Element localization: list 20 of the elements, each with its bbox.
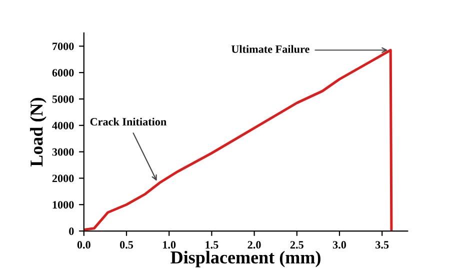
y-tick-label: 1000	[52, 201, 74, 209]
y-axis-title: Load (N)	[30, 98, 46, 167]
y-tick-label: 0	[69, 227, 74, 235]
y-tick-label: 2000	[52, 174, 74, 182]
y-tick-label: 4000	[52, 122, 74, 130]
x-tick-label: 0.5	[120, 241, 134, 249]
x-tick-label: 0.0	[77, 241, 90, 249]
y-tick-label: 3000	[52, 148, 74, 156]
x-tick-label: 1.5	[206, 241, 218, 249]
x-tick-label: 2.0	[248, 241, 261, 249]
y-tick-label: 7000	[52, 42, 74, 50]
x-axis-title: Displacement (mm)	[170, 250, 320, 268]
x-tick-label: 2.5	[290, 241, 304, 249]
x-tick-label: 1.0	[163, 241, 176, 249]
y-tick-label: 5000	[52, 95, 74, 103]
annotation: Ultimate Failure	[231, 45, 310, 53]
x-tick-label: 3.5	[376, 241, 389, 249]
y-tick-label: 6000	[52, 69, 74, 77]
annotation: Crack Initiation	[90, 118, 166, 126]
x-tick-label: 3.0	[332, 241, 346, 249]
